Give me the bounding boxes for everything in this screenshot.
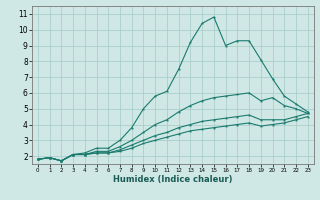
X-axis label: Humidex (Indice chaleur): Humidex (Indice chaleur)	[113, 175, 233, 184]
